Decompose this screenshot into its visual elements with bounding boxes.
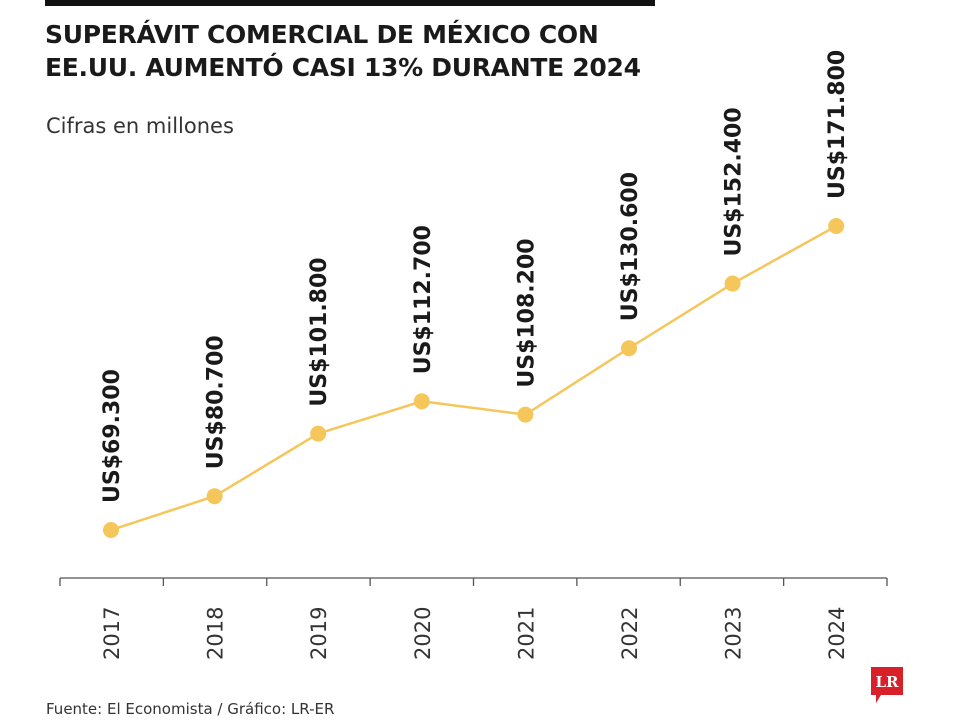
lr-logo: LR: [871, 667, 903, 703]
data-point: [828, 218, 845, 234]
data-label: US$108.200: [514, 238, 539, 387]
lr-logo-text: LR: [875, 673, 899, 691]
source-note: Fuente: El Economista / Gráfico: LR-ER: [46, 700, 335, 718]
chart-title-line-2: EE.UU. AUMENTÓ CASI 13% DURANTE 2024: [45, 53, 641, 82]
data-label: US$171.800: [825, 50, 850, 199]
data-label: US$80.700: [204, 335, 229, 469]
x-tick-label: 2024: [825, 607, 849, 660]
data-label: US$112.700: [411, 225, 436, 374]
chart-subtitle: Cifras en millones: [46, 114, 234, 138]
data-point: [413, 393, 430, 410]
x-tick-label: 2018: [204, 607, 228, 660]
data-label: US$130.600: [618, 172, 643, 321]
data-point: [724, 275, 741, 292]
data-point: [621, 340, 637, 357]
data-point: [103, 522, 119, 538]
x-tick-label: 2022: [618, 607, 642, 660]
chart-title: SUPERÁVIT COMERCIAL DE MÉXICO CON EE.UU.…: [45, 18, 745, 84]
data-point: [310, 425, 327, 442]
x-tick-label: 2023: [722, 607, 746, 660]
x-tick-label: 2021: [514, 607, 538, 660]
x-tick-label: 2019: [307, 607, 331, 660]
x-tick-label: 2020: [411, 607, 435, 660]
top-rule: [45, 0, 655, 6]
x-tick-label: 2017: [100, 607, 124, 660]
series-line: [110, 224, 837, 532]
data-point: [517, 406, 534, 423]
data-label: US$152.400: [722, 107, 747, 256]
data-point: [206, 488, 223, 505]
data-label: US$101.800: [307, 257, 332, 406]
data-label: US$69.300: [100, 369, 125, 503]
chart-title-line-1: SUPERÁVIT COMERCIAL DE MÉXICO CON: [45, 20, 599, 49]
